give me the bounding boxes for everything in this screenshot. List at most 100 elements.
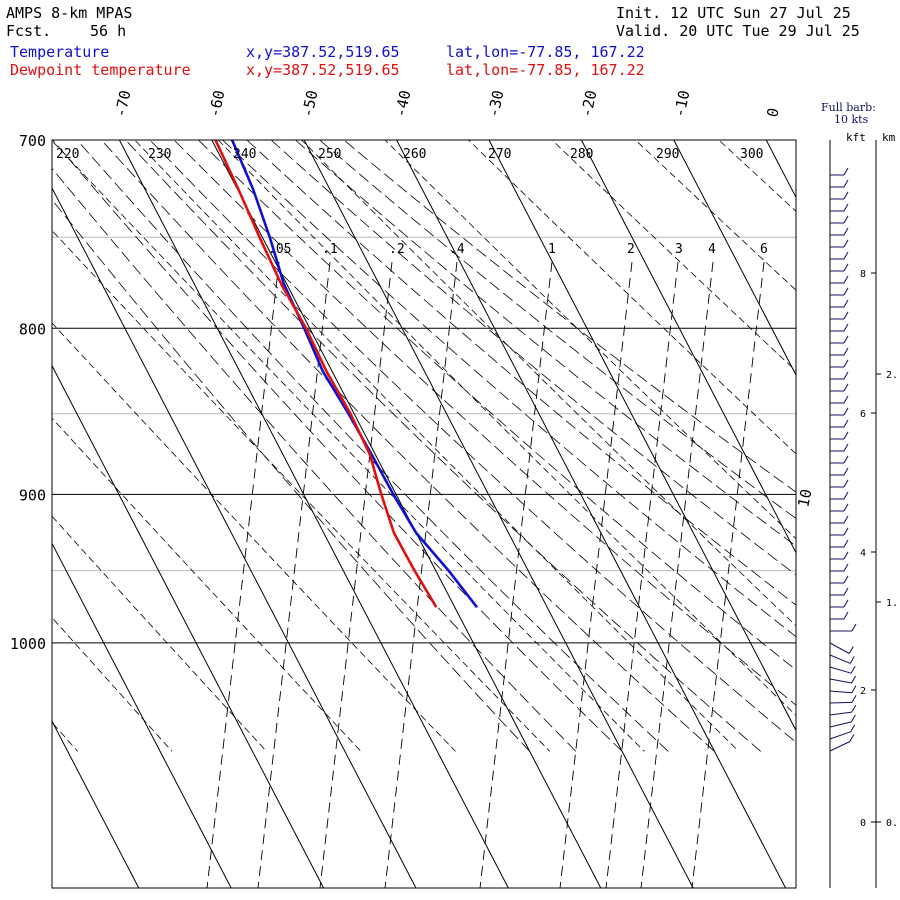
pressure-tick-label: 700 [19,132,46,150]
mixing-ratio-line [605,261,679,888]
barb-legend-line1: Full barb: [821,101,876,114]
wind-barb-flag [843,227,849,236]
wind-barb-flag [843,587,849,596]
dry-adiabat-line [217,140,796,716]
wind-barb-flag [843,299,849,308]
mixing-ratio-label: 1 [548,242,556,257]
legend-temperature-latlon: lat,lon=-77.85, 167.22 [446,43,645,61]
mixing-ratio-label: .1 [322,242,338,257]
forecast-hour-label: Fcst. [6,22,52,40]
wind-barb-flag [850,724,856,732]
wind-barb-flag [843,179,849,188]
kft-tick-label: 2 [860,686,866,697]
dry-adiabat-line [384,140,796,540]
wind-barb-flag [851,675,857,684]
km-label: km [882,131,896,144]
theta-label: 240 [233,147,256,162]
wind-barb-flag [843,443,849,452]
wind-barb [829,654,851,664]
wind-barb-column: 8 6 4 2 0 2. 1. 0. [829,140,898,888]
moist-adiabat-line [76,140,669,752]
wind-barb [829,666,852,674]
wind-barb-flag [843,275,849,284]
moist-adiabat-line [294,140,796,547]
theta-label: 290 [656,147,679,162]
isotherm-line [52,542,232,888]
temperature-tick-label: -30 [484,89,507,119]
isotherm-line [673,140,796,377]
wind-barb-flag [851,623,857,632]
temperature-tick-label: -10 [670,89,693,119]
mixing-ratio-label: .05 [268,242,291,257]
forecast-hour-value: 56 h [90,22,127,40]
moist-adiabat-line [173,140,796,706]
wind-barb-flag [843,191,849,200]
theta-label: 280 [570,147,593,162]
km-tick-label: 2. [886,370,898,381]
mixing-ratio-line [319,261,393,888]
moist-adiabat-line [318,140,796,519]
dry-adiabat-line [467,140,796,455]
wind-barb-flag [850,714,856,723]
wind-barb-flag [851,685,857,693]
theta-label: 300 [740,147,763,162]
wind-barb-flag [843,515,849,524]
wind-barb-flag [843,599,849,608]
wind-barb-flag [843,335,849,344]
axis-labels: 700 800 900 1000 -70 -60 -50 -40 -30 -20 -10 0 10 220… [10,89,816,653]
wind-barb-flag [843,263,849,272]
km-tick-label: 0. [886,818,898,829]
isotherm-line [765,140,796,199]
kft-tick-label: 8 [860,269,866,280]
dry-adiabat-line [52,322,456,752]
wind-barb-flag [843,491,849,500]
dry-adiabat-line [52,616,173,752]
wind-barb-flag [843,347,849,356]
mixing-ratio-label: 6 [760,242,768,257]
isotherm-line [859,140,900,888]
wind-barb-flag [843,527,849,536]
wind-barb-flag [843,539,849,548]
init-time: Init. 12 UTC Sun 27 Jul 25 [616,4,851,22]
wind-barb-flag [843,563,849,572]
wind-barb [829,701,853,704]
wind-barb [829,731,851,740]
wind-barb-flag [850,665,856,674]
sounding-lines [214,140,478,608]
mixing-ratio-line [559,261,633,888]
isotherm-line [303,140,694,888]
wind-barb-flag [843,287,849,296]
wind-barb-flag [848,646,854,654]
moist-adiabat-line [52,199,530,752]
wind-barb-flag [843,431,849,440]
isotherm-line [396,140,787,888]
dry-adiabat-line [718,140,796,212]
wind-barb-flag [851,695,857,703]
mixing-ratio-label: .4 [449,242,465,257]
plot-frame [51,139,797,889]
temperature-tick-label: 0 [763,106,782,119]
isotherm-line [488,140,796,732]
barb-legend-line2: 10 kts [834,113,869,126]
legend-temperature-name: Temperature [10,43,110,61]
mixing-ratio-line [691,261,765,888]
wind-barb [829,678,852,684]
temperature-line [230,140,478,608]
moist-adiabat-line [52,167,577,752]
wind-barb-flag [843,503,849,512]
temperature-tick-label: -70 [111,89,134,119]
wind-barb-flag [843,419,849,428]
moist-adiabat-line [222,140,796,638]
mixing-ratio-label: 3 [675,242,683,257]
mixing-ratio-label: .2 [389,242,405,257]
theta-label: 220 [56,147,79,162]
wind-barb-flag [843,455,849,464]
isotherm-line [52,720,140,888]
km-tick-label: 1. [886,598,898,609]
wind-barb-flag [843,323,849,332]
legend-dewpoint-coords: x,y=387.52,519.65 [246,61,400,79]
isotherm-line [0,140,46,888]
dry-adiabat-line [665,14,900,752]
model-title: AMPS 8-km MPAS [6,4,133,22]
temperature-tick-label: -60 [205,89,228,119]
